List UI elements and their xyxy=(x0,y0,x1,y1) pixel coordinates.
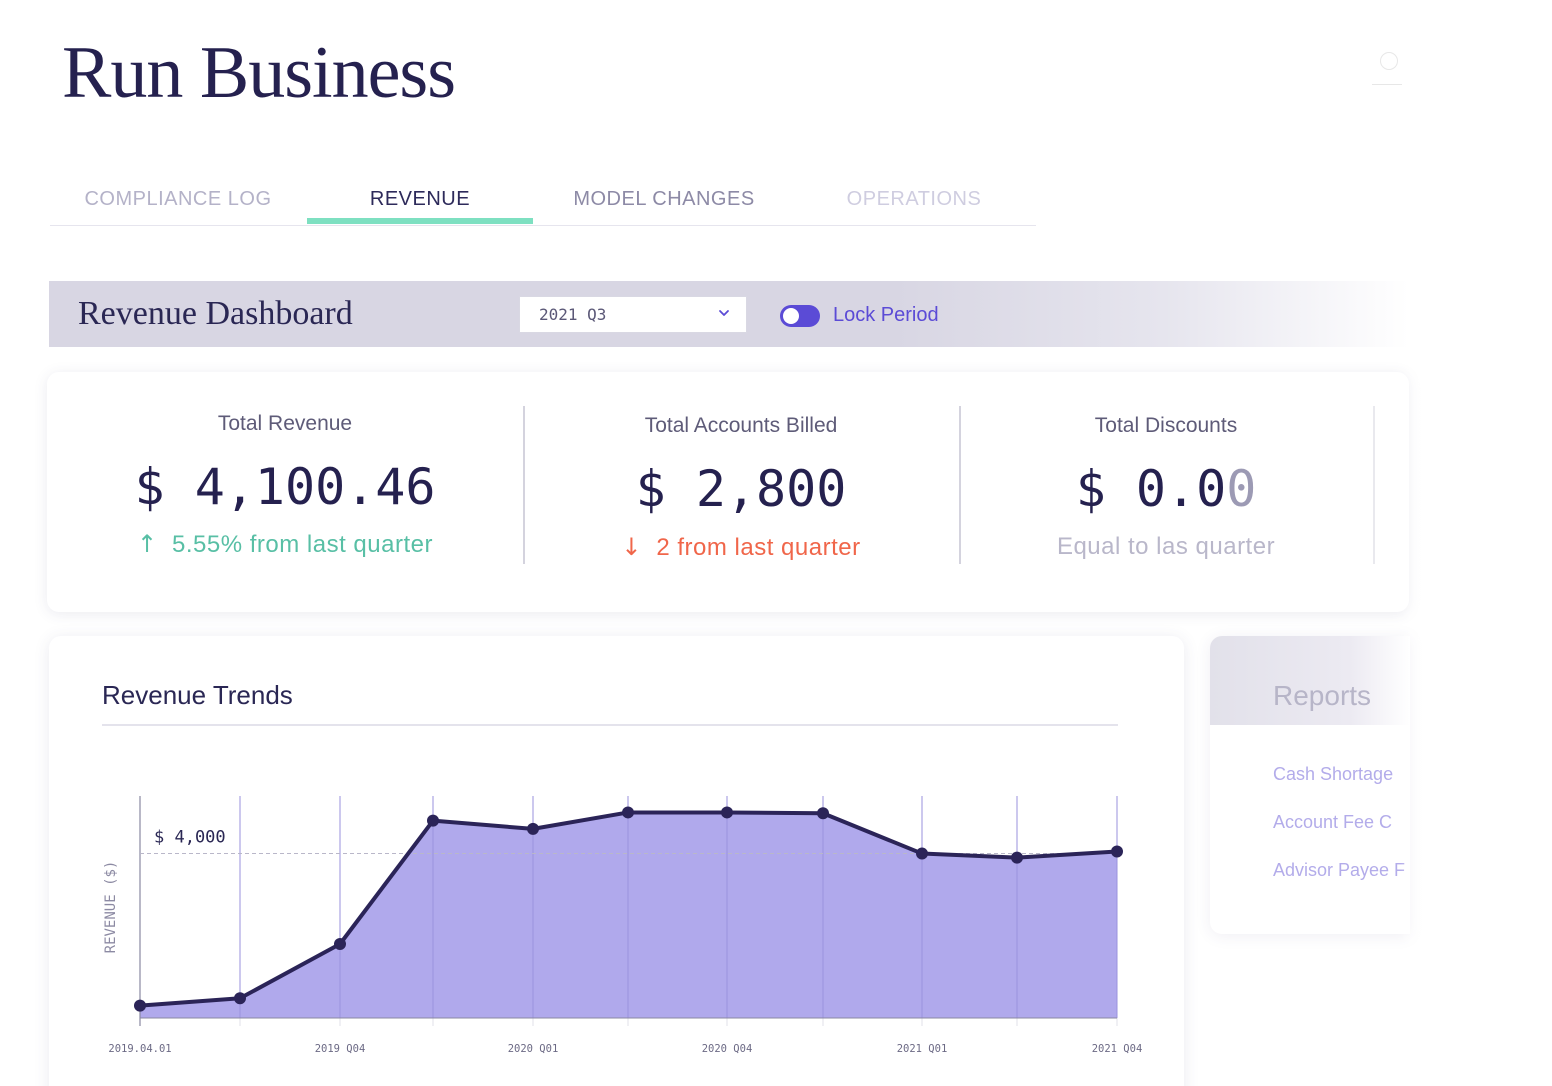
kpi-label: Total Revenue xyxy=(217,412,353,435)
x-tick-label: 2020 Q04 xyxy=(702,1043,753,1055)
active-tab-indicator xyxy=(307,218,533,224)
kpi-label: Total Accounts Billed xyxy=(644,414,838,437)
reports-card: Reports Cash Shortage Account Fee C Advi… xyxy=(1210,636,1410,934)
data-point xyxy=(817,807,829,820)
period-select[interactable]: 2021 Q3 xyxy=(519,296,747,333)
x-tick-label: 2019.04.01 xyxy=(108,1043,171,1055)
chart-title: Revenue Trends xyxy=(102,680,293,710)
report-link-cash-shortage[interactable]: Cash Shortage xyxy=(1273,764,1394,784)
kpi-divider xyxy=(959,406,961,564)
data-point xyxy=(916,847,928,860)
data-point xyxy=(1111,845,1123,858)
kpi-value-main: $ 0.0 xyxy=(1075,460,1227,518)
arrow-up-icon: ↑ xyxy=(137,530,158,558)
dashboard-title: Revenue Dashboard xyxy=(78,295,353,332)
x-tick-label: 2020 Q01 xyxy=(508,1043,559,1055)
kpi-delta-text: Equal to las quarter xyxy=(1056,533,1276,560)
kpi-delta: ↓ 2 from last quarter xyxy=(523,533,959,562)
reference-line-label: $ 4,000 xyxy=(154,828,226,848)
tab-model-changes[interactable]: MODEL CHANGES xyxy=(573,187,755,210)
data-point xyxy=(1011,851,1023,864)
dashboard-header: Revenue Dashboard 2021 Q3 Lock Period xyxy=(49,281,1409,347)
kpi-delta-text: 2 from last quarter xyxy=(656,534,861,561)
kpi-card: Total Revenue $ 4,100.46 ↑ 5.55% from la… xyxy=(47,372,1409,612)
data-point xyxy=(622,806,634,819)
right-edge-fade xyxy=(1400,0,1552,1086)
kpi-value: $ 2,800 xyxy=(635,460,847,518)
kpi-value: $ 4,100.46 xyxy=(134,458,436,516)
revenue-trends-card: Revenue Trends $ 4,000 2019.04.01 2019 Q04… xyxy=(49,636,1184,1086)
data-point xyxy=(527,822,539,835)
y-axis-label: REVENUE ($) xyxy=(103,861,119,954)
x-tick-label: 2021 Q01 xyxy=(897,1043,948,1055)
revenue-trends-chart: $ 4,000 2019.04.01 2019 Q04 2020 Q01 2020 Q0… xyxy=(103,796,1143,1055)
kpi-total-accounts-billed: Total Accounts Billed $ 2,800 ↓ 2 from l… xyxy=(523,372,959,612)
kpi-total-discounts: Total Discounts $ 0.00 Equal to las quar… xyxy=(959,372,1373,612)
search-icon[interactable] xyxy=(1372,50,1402,86)
chart-title-rule xyxy=(102,724,1118,726)
data-point xyxy=(334,938,346,950)
x-tick-label: 2021 Q04 xyxy=(1092,1043,1143,1055)
tab-revenue[interactable]: REVENUE xyxy=(369,187,471,210)
lock-period-label[interactable]: Lock Period xyxy=(833,304,939,326)
data-point xyxy=(427,814,439,827)
page-title: Run Business xyxy=(62,32,456,114)
arrow-down-icon: ↓ xyxy=(621,533,642,561)
period-select-value: 2021 Q3 xyxy=(539,305,607,324)
kpi-delta-text: 5.55% from last quarter xyxy=(172,531,433,558)
x-tick-label: 2019 Q04 xyxy=(315,1043,366,1055)
tab-bar: COMPLIANCE LOG REVENUE MODEL CHANGES OPE… xyxy=(50,172,1036,226)
kpi-label: Total Discounts xyxy=(1094,414,1238,437)
toggle-knob xyxy=(783,308,799,324)
tab-operations[interactable]: OPERATIONS xyxy=(846,187,982,210)
kpi-total-revenue: Total Revenue $ 4,100.46 ↑ 5.55% from la… xyxy=(47,372,523,612)
reports-title: Reports xyxy=(1273,680,1372,711)
kpi-value-fade: 0 xyxy=(1226,460,1257,518)
report-link-advisor-payee[interactable]: Advisor Payee F xyxy=(1273,860,1406,880)
kpi-divider xyxy=(523,406,525,564)
chevron-down-icon xyxy=(719,310,729,316)
data-point xyxy=(134,999,146,1012)
lock-period-toggle[interactable] xyxy=(780,305,820,327)
kpi-value: $ 0.00 xyxy=(959,460,1373,518)
data-point xyxy=(234,992,246,1005)
kpi-divider xyxy=(1373,406,1375,564)
tab-compliance-log[interactable]: COMPLIANCE LOG xyxy=(84,187,272,210)
data-point xyxy=(721,806,733,819)
reports-header xyxy=(1210,636,1410,725)
kpi-delta: ↑ 5.55% from last quarter xyxy=(47,530,523,559)
report-link-account-fee[interactable]: Account Fee C xyxy=(1273,812,1393,832)
